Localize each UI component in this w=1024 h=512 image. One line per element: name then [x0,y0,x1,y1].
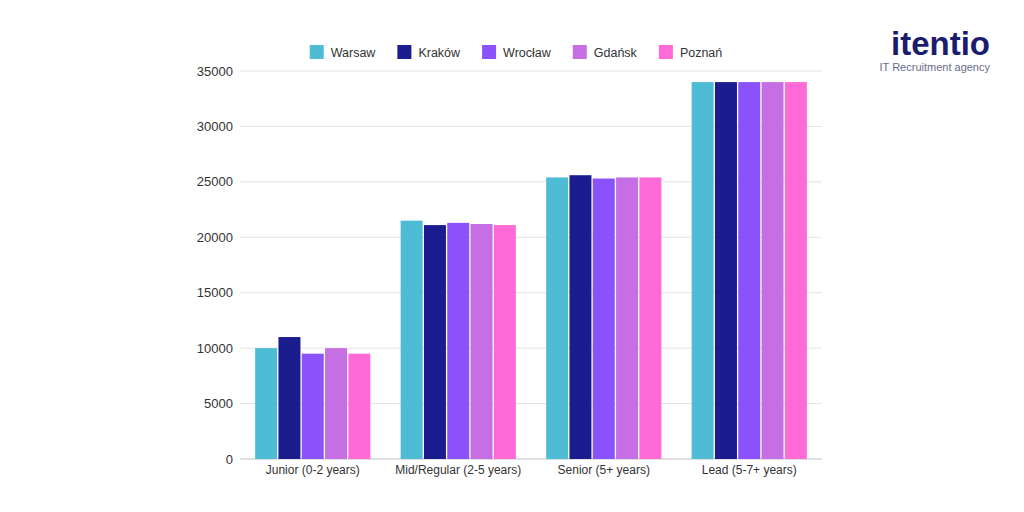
logo-tagline: IT Recruitment agency [880,61,991,73]
grid-line [240,71,822,72]
bar [494,225,516,459]
legend: Warsaw Kraków Wrocław Gdańsk Poznań [310,45,723,60]
bar [255,348,277,459]
bar [424,225,446,459]
x-tick-label: Mid/Regular (2-5 years) [395,463,521,477]
legend-label: Gdańsk [594,46,638,60]
bar [738,82,760,459]
legend-swatch [397,45,411,59]
y-tick-label: 35000 [197,64,233,79]
legend-swatch [573,45,587,59]
bar [762,82,784,459]
legend-label: Kraków [418,46,461,60]
bars [255,82,807,459]
bar [639,177,661,459]
y-tick-label: 30000 [197,119,233,134]
y-tick-label: 10000 [197,341,233,356]
y-tick-label: 5000 [204,396,233,411]
bar [447,223,469,459]
legend-swatch [482,45,496,59]
y-tick-label: 20000 [197,230,233,245]
x-tick-label: Senior (5+ years) [558,463,650,477]
bar [401,221,423,459]
legend-swatch [310,45,324,59]
y-tick-label: 0 [226,452,233,467]
bar [471,224,493,459]
bar [616,177,638,459]
legend-swatch [659,45,673,59]
bar [715,82,737,459]
bar [546,177,568,459]
bar [569,175,591,459]
y-tick-label: 15000 [197,285,233,300]
bar [348,354,370,459]
bar [302,354,324,459]
bar [325,348,347,459]
legend-label: Poznań [680,46,722,60]
bar [593,179,615,459]
bar [692,82,714,459]
y-tick-label: 25000 [197,174,233,189]
legend-label: Wrocław [503,46,552,60]
bar [785,82,807,459]
legend-label: Warsaw [331,46,377,60]
bar [278,337,300,459]
chart: 0 5000 10000 15000 20000 25000 30000 35000 Junio… [0,0,1024,512]
logo-name: itentio [891,25,990,62]
x-tick-label: Junior (0-2 years) [266,463,360,477]
x-tick-label: Lead (5-7+ years) [702,463,797,477]
